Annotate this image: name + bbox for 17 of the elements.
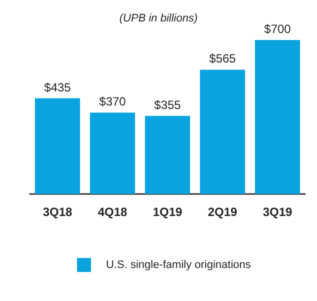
x-tick-label: 2Q19 [208,205,238,219]
data-label: $435 [44,80,72,94]
data-label: $355 [154,98,182,112]
bar [200,70,246,194]
bar [144,116,190,194]
x-tick-label: 3Q18 [42,205,72,219]
x-tick-label: 3Q19 [262,205,292,219]
data-label: $565 [209,52,236,66]
bar [254,40,300,194]
legend-label: U.S. single-family originations [106,259,252,271]
x-tick-label: 1Q19 [152,205,182,219]
bar [90,112,136,194]
x-tick-label: 4Q18 [98,205,128,219]
bar [34,98,80,194]
chart-title: (UPB in billions) [119,12,198,24]
data-label: $700 [264,22,292,36]
data-label: $370 [99,94,126,109]
